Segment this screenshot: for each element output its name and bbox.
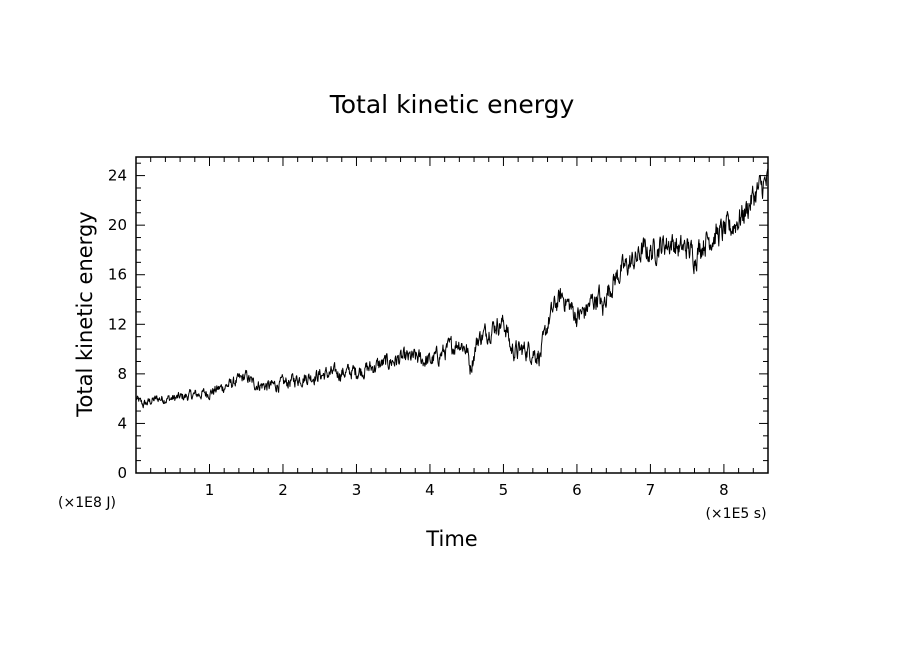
y-axis-title: Total kinetic energy: [73, 211, 97, 417]
chart-title: Total kinetic energy: [329, 90, 575, 119]
x-tick-label: 7: [646, 481, 656, 499]
plot-frame: [135, 156, 769, 474]
y-tick-label: 12: [108, 315, 127, 333]
x-axis-title: Time: [425, 527, 477, 551]
x-tick-label: 3: [352, 481, 362, 499]
x-tick-label: 4: [425, 481, 435, 499]
data-layer: [135, 168, 769, 409]
x-axis-unit: (×1E5 s): [705, 506, 766, 522]
x-tick-label: 1: [205, 481, 215, 499]
series-line-0: [135, 168, 769, 409]
y-tick-label: 0: [117, 464, 127, 482]
x-tick-label: 2: [278, 481, 288, 499]
y-tick-label: 4: [117, 414, 127, 432]
x-tick-label: 8: [719, 481, 729, 499]
y-axis-unit: (×1E8 J): [58, 495, 116, 511]
y-tick-label: 24: [108, 167, 127, 185]
x-tick-label: 6: [572, 481, 582, 499]
y-tick-label: 20: [108, 216, 127, 234]
y-tick-label: 8: [117, 365, 127, 383]
x-tick-label: 5: [499, 481, 509, 499]
y-tick-label: 16: [108, 266, 127, 284]
